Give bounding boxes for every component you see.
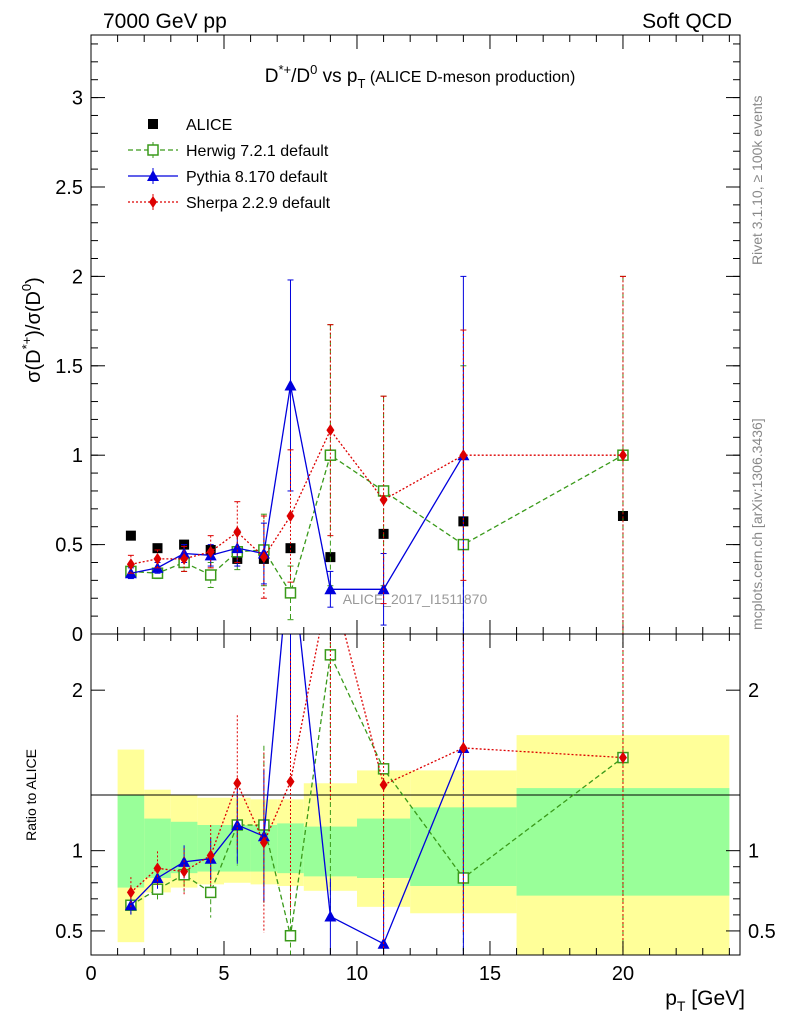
rivet-label: Rivet 3.1.10, ≥ 100k events xyxy=(749,95,765,265)
ratio-point xyxy=(459,741,468,754)
ratio-point xyxy=(153,862,162,875)
series-line xyxy=(130,385,464,590)
ratio-series xyxy=(124,634,629,955)
legend-item-alice: ALICE xyxy=(148,117,232,134)
x-axis-label: pT [GeV] xyxy=(665,987,745,1014)
ratio-point xyxy=(206,849,215,862)
ratio-y-tick-label-right: 1 xyxy=(748,841,759,863)
data-point xyxy=(259,551,268,564)
mcplots-label: mcplots.cern.ch [arXiv:1306.3436] xyxy=(749,418,765,630)
ratio-point xyxy=(377,763,390,775)
data-point xyxy=(286,509,295,522)
ratio-band-inner xyxy=(277,823,304,874)
legend-marker xyxy=(147,144,159,156)
data-point xyxy=(284,587,297,599)
top-y-ticks: 0 0.5 1 1.5 2 2.5 3 xyxy=(55,43,740,646)
legend-marker xyxy=(148,119,158,129)
ratio-point xyxy=(618,751,627,764)
y-tick-label: 2.5 xyxy=(55,177,83,199)
ratio-y-tick-label-right: 0.5 xyxy=(748,921,776,943)
x-tick-label: 10 xyxy=(346,963,368,985)
header-left: 7000 GeV pp xyxy=(103,10,227,33)
data-point xyxy=(126,558,135,571)
ratio-y-tick-label: 2 xyxy=(72,680,83,702)
ratio-point xyxy=(259,836,268,849)
ratio-y-axis-label: Ratio to ALICE xyxy=(23,749,39,841)
y-tick-label: 2 xyxy=(72,266,83,288)
data-point xyxy=(324,449,337,461)
ratio-point xyxy=(284,929,297,942)
ratio-panel: 0.5 0.5 1 1 2 2 0 5 10 15 20 Ratio to ALICE pT [G… xyxy=(23,633,776,1014)
top-panel: 0 0.5 1 1.5 2 2.5 3 ALICE_2017_I1511870 D*+/D0… xyxy=(19,34,741,646)
ratio-point xyxy=(204,886,217,899)
ratio-y-ticks: 0.5 0.5 1 1 2 2 xyxy=(55,680,776,943)
x-tick-label: 0 xyxy=(85,963,96,985)
ratio-point xyxy=(180,865,189,878)
top-y-axis-label: σ(D*+)/σ(D0) xyxy=(19,277,45,383)
series-alice xyxy=(125,510,628,564)
ratio-y-tick-label: 1 xyxy=(72,841,83,863)
legend-label: ALICE xyxy=(186,117,232,134)
series-line xyxy=(130,454,624,595)
legend-label: Pythia 8.170 default xyxy=(186,169,328,186)
x-tick-label: 5 xyxy=(218,963,229,985)
x-tick-label: 20 xyxy=(612,963,634,985)
analysis-watermark: ALICE_2017_I1511870 xyxy=(343,591,488,607)
ratio-band-inner xyxy=(117,794,145,888)
data-point xyxy=(324,583,337,595)
data-point xyxy=(233,526,242,539)
ratio-line xyxy=(130,634,624,893)
x-ticks: 0 5 10 15 20 xyxy=(85,634,730,985)
header-right: Soft QCD xyxy=(642,10,732,33)
series-pythia-8-170-default xyxy=(124,275,470,635)
data-point xyxy=(284,379,297,391)
data-point xyxy=(326,424,335,437)
legend-marker xyxy=(149,196,157,208)
ratio-series-sherpa-2-2-9-default xyxy=(126,634,627,955)
y-tick-label: 1 xyxy=(72,445,83,467)
legend-marker xyxy=(147,170,159,181)
ratio-y-tick-label: 0.5 xyxy=(55,921,83,943)
legend-item-herwig-7-2-1-default: Herwig 7.2.1 default xyxy=(128,142,329,160)
data-point xyxy=(152,543,163,554)
data-point xyxy=(204,569,217,581)
series-line xyxy=(130,428,623,565)
chart-title: D*+/D0 vs pT (ALICE D-meson production) xyxy=(265,62,576,91)
ratio-point xyxy=(286,775,295,788)
y-tick-label: 3 xyxy=(72,88,83,110)
legend: ALICE Herwig 7.2.1 default Pythia 8.170 de… xyxy=(128,117,331,212)
y-tick-label: 0 xyxy=(72,624,83,646)
legend-item-sherpa-2-2-9-default: Sherpa 2.2.9 default xyxy=(128,194,331,212)
ratio-point xyxy=(324,910,337,922)
y-tick-label: 0.5 xyxy=(55,535,83,557)
ratio-point xyxy=(126,886,135,899)
series-herwig-7-2-1-default xyxy=(125,275,629,635)
data-point xyxy=(125,530,136,541)
x-tick-label: 15 xyxy=(479,963,501,985)
data-point xyxy=(618,449,627,462)
data-point xyxy=(617,510,628,521)
legend-label: Sherpa 2.2.9 default xyxy=(186,195,331,212)
ratio-y-tick-label-right: 2 xyxy=(748,680,759,702)
top-x-ticks xyxy=(90,35,730,634)
y-tick-label: 1.5 xyxy=(55,356,83,378)
ratio-point xyxy=(233,777,242,790)
top-series xyxy=(124,275,629,635)
ratio-panel-frame xyxy=(90,633,741,956)
series-sherpa-2-2-9-default xyxy=(126,275,627,635)
ratio-point xyxy=(151,871,164,883)
data-point xyxy=(180,552,189,565)
data-point xyxy=(379,493,388,506)
data-point xyxy=(459,449,468,462)
chart-subtitle: (ALICE D-meson production) xyxy=(370,69,575,86)
legend-item-pythia-8-170-default: Pythia 8.170 default xyxy=(128,168,328,186)
legend-label: Herwig 7.2.1 default xyxy=(186,143,329,160)
data-point xyxy=(153,552,162,565)
data-point xyxy=(206,545,215,558)
data-point xyxy=(285,543,296,554)
ratio-point xyxy=(124,899,137,911)
ratio-point xyxy=(257,830,270,842)
ratio-point xyxy=(379,778,388,791)
